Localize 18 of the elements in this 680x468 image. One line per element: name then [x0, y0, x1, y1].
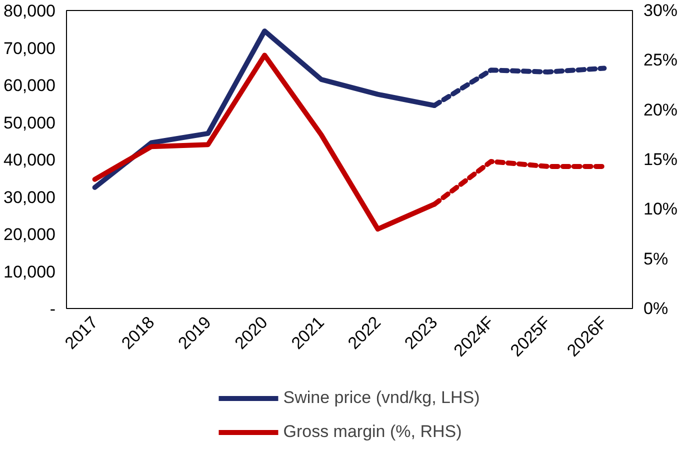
y-tick-label: 50,000: [4, 113, 56, 132]
y-tick-label: 30,000: [4, 188, 56, 207]
legend-label: Swine price (vnd/kg, LHS): [283, 388, 480, 408]
y-tick-label: 40,000: [4, 150, 56, 170]
y-tick-label: 10,000: [4, 262, 56, 282]
y2-tick-label: 15%: [644, 150, 678, 169]
y2-tick-label: 30%: [644, 1, 678, 20]
y2-tick-label: 10%: [644, 200, 678, 219]
y-tick-label: 20,000: [4, 225, 56, 244]
y-tick-label: 80,000: [4, 2, 56, 20]
legend-label: Gross margin (%, RHS): [283, 422, 462, 442]
y2-tick-label: 0%: [644, 299, 668, 318]
y2-tick-label: 20%: [644, 100, 678, 120]
y2-tick-label: 25%: [644, 50, 678, 70]
y-tick-label: 70,000: [4, 38, 56, 58]
y2-tick-label: 5%: [644, 249, 668, 268]
y-tick-label: 60,000: [4, 76, 56, 95]
y-tick-label: -: [50, 300, 56, 318]
